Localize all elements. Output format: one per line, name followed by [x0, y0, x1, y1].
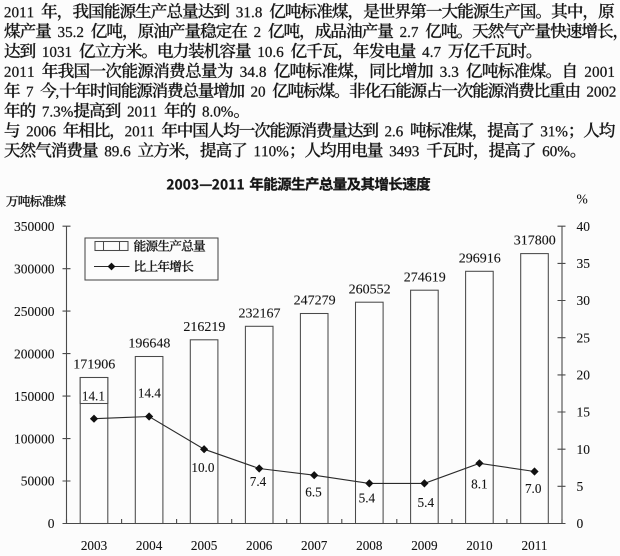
svg-text:2011: 2011 — [522, 538, 548, 553]
svg-text:5.4: 5.4 — [418, 495, 435, 510]
svg-text:300000: 300000 — [14, 261, 55, 276]
svg-text:296916: 296916 — [459, 251, 501, 266]
svg-text:30: 30 — [577, 293, 591, 308]
svg-text:10: 10 — [577, 442, 591, 457]
svg-text:5: 5 — [577, 479, 584, 494]
svg-text:7.0: 7.0 — [525, 481, 542, 496]
svg-text:35: 35 — [577, 256, 591, 271]
svg-text:2005: 2005 — [191, 538, 218, 553]
svg-text:317800: 317800 — [514, 234, 556, 249]
svg-text:20: 20 — [577, 368, 591, 383]
svg-text:8.1: 8.1 — [471, 477, 487, 492]
svg-text:2006: 2006 — [246, 538, 273, 553]
svg-text:5.4: 5.4 — [359, 491, 376, 506]
svg-text:250000: 250000 — [14, 304, 55, 319]
svg-text:216219: 216219 — [183, 320, 225, 335]
svg-text:350000: 350000 — [14, 219, 55, 234]
svg-text:40: 40 — [577, 219, 591, 234]
svg-text:274619: 274619 — [404, 270, 446, 285]
svg-text:2003: 2003 — [81, 538, 108, 553]
svg-text:171906: 171906 — [73, 358, 115, 373]
svg-text:50000: 50000 — [21, 474, 55, 489]
svg-text:14.4: 14.4 — [138, 386, 161, 401]
svg-text:6.5: 6.5 — [305, 485, 322, 500]
svg-text:2004: 2004 — [136, 538, 163, 553]
svg-text:2010: 2010 — [466, 538, 493, 553]
svg-text:14.1: 14.1 — [82, 388, 105, 403]
svg-text:7.4: 7.4 — [250, 474, 267, 489]
svg-text:2007: 2007 — [301, 538, 328, 553]
svg-text:10.0: 10.0 — [191, 460, 214, 475]
svg-text:247279: 247279 — [294, 294, 336, 309]
svg-text:150000: 150000 — [14, 389, 55, 404]
svg-text:196648: 196648 — [128, 337, 170, 352]
svg-text:100000: 100000 — [14, 431, 55, 446]
svg-text:0: 0 — [48, 516, 55, 531]
svg-text:%: % — [577, 192, 588, 207]
svg-text:2008: 2008 — [356, 538, 383, 553]
svg-text:2009: 2009 — [411, 538, 438, 553]
svg-text:25: 25 — [577, 330, 591, 345]
svg-text:200000: 200000 — [14, 346, 55, 361]
svg-text:15: 15 — [577, 405, 591, 420]
svg-text:232167: 232167 — [239, 306, 281, 321]
svg-text:260552: 260552 — [349, 282, 391, 297]
svg-text:0: 0 — [577, 516, 584, 531]
